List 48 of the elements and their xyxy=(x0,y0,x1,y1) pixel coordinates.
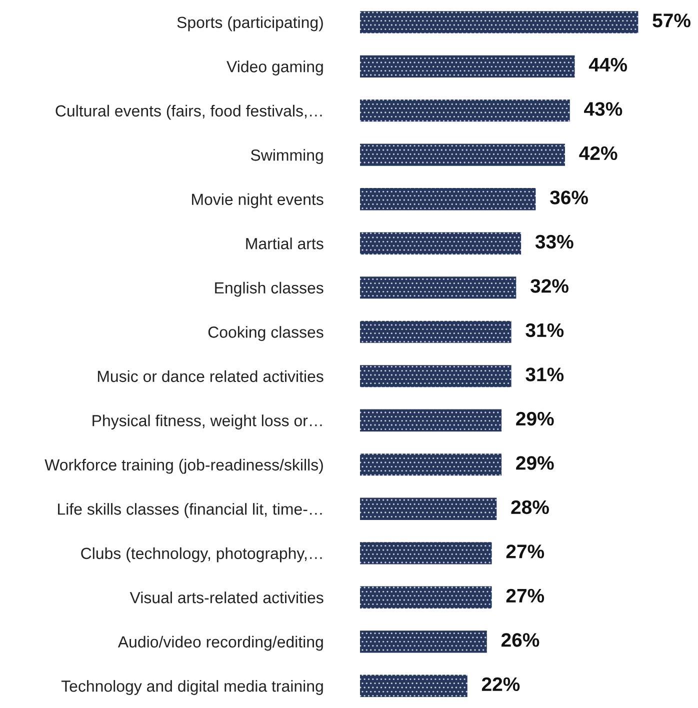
y-tick-label: Technology and digital media training xyxy=(61,680,323,695)
bar xyxy=(360,232,522,254)
data-label: 43% xyxy=(584,102,622,116)
bar xyxy=(360,188,536,210)
bar xyxy=(360,542,492,564)
y-tick-label: Video gaming xyxy=(226,60,323,76)
y-tick-label: Movie night events xyxy=(192,193,324,208)
bar xyxy=(360,11,638,34)
y-tick-label: Sports (participating) xyxy=(177,16,323,32)
data-label: 32% xyxy=(530,279,568,293)
data-label: 26% xyxy=(501,633,540,647)
y-tick-label: Physical fitness, weight loss or… xyxy=(92,414,322,430)
y-tick-label: English classes xyxy=(215,282,324,297)
bar xyxy=(360,498,497,520)
bar xyxy=(360,320,512,343)
bar xyxy=(360,55,575,78)
y-tick-label: Life skills classes (financial lit, time-… xyxy=(58,503,322,518)
data-label: 27% xyxy=(506,588,544,603)
bar xyxy=(360,276,516,299)
y-tick-label: Audio/video recording/editing xyxy=(118,636,323,651)
data-label: 31% xyxy=(526,323,564,338)
bar xyxy=(360,454,502,476)
data-label: 27% xyxy=(506,544,544,558)
bar xyxy=(360,100,570,122)
data-label: 29% xyxy=(516,456,554,470)
y-tick-label: Cultural events (fairs, food festivals,… xyxy=(56,104,322,120)
data-label: 22% xyxy=(482,677,520,692)
data-label: 44% xyxy=(588,58,628,72)
data-label: 57% xyxy=(652,14,690,28)
data-label: 33% xyxy=(535,234,574,249)
bar xyxy=(360,144,565,166)
y-tick-label: Workforce training (job-readiness/skills) xyxy=(44,458,323,474)
bar xyxy=(360,630,487,653)
bar xyxy=(360,409,502,432)
data-label: 42% xyxy=(579,146,618,160)
y-tick-label: Clubs (technology, photography,… xyxy=(81,547,322,562)
bar xyxy=(360,674,468,697)
bar xyxy=(360,365,512,388)
y-tick-label: Martial arts xyxy=(246,238,324,250)
data-label: 31% xyxy=(526,368,564,382)
y-tick-label: Music or dance related activities xyxy=(98,370,324,382)
data-label: 36% xyxy=(550,190,588,204)
y-tick-label: Visual arts-related activities xyxy=(130,592,324,604)
data-label: 28% xyxy=(511,500,549,514)
data-label: 29% xyxy=(516,412,554,426)
y-tick-label: Cooking classes xyxy=(208,326,324,341)
bar xyxy=(360,586,492,608)
y-tick-label: Swimming xyxy=(250,149,323,164)
